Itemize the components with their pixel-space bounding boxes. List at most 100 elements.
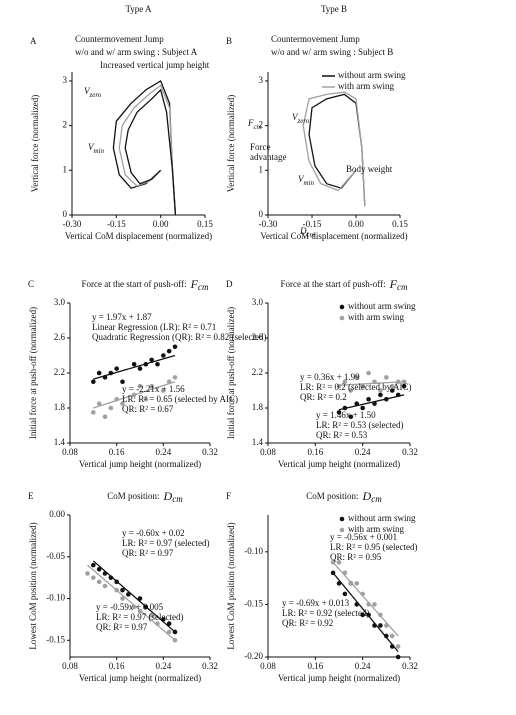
annotation-main: Linear Regression (LR): R² = 0.71 — [92, 322, 216, 332]
x-axis-label: Vertical CoM displacement (normalized) — [260, 231, 407, 241]
title-text: CoM position: — [107, 491, 159, 501]
annotation: LR: R² = 0.53 (selected) — [316, 420, 404, 430]
annotation-main: LR: R² = 0.92 (selected) — [282, 608, 370, 618]
point — [342, 405, 348, 411]
annotation: Dcm — [299, 226, 315, 239]
annotation-main: Force — [250, 142, 271, 152]
x-tick-label: 0.08 — [62, 447, 78, 457]
y-tick-label: 2.2 — [54, 367, 65, 377]
annotation-main: QR: R² = 0.97 — [96, 622, 148, 632]
y-tick-label: 0 — [259, 209, 264, 219]
x-axis-label: Vertical jump height (normalized) — [79, 459, 201, 469]
chart-title: CoM position: Dcm — [306, 489, 382, 504]
point — [384, 623, 389, 628]
fit-line — [338, 381, 405, 386]
point — [102, 414, 108, 420]
legend-label: without arm swing — [348, 301, 416, 311]
annotation-sub: cm — [307, 231, 315, 239]
fit-line — [87, 564, 176, 641]
point — [389, 383, 395, 389]
point — [384, 396, 389, 402]
annotation: Vzero — [292, 112, 310, 125]
y-tick-label: 1.8 — [252, 402, 264, 412]
annotation-sub: zero — [89, 91, 102, 99]
point — [161, 353, 166, 358]
annotation-main: F — [247, 118, 254, 128]
x-tick-label: 0.32 — [402, 661, 418, 671]
legend-swatch — [339, 315, 345, 321]
y-axis-label: Lowest CoM position (normalized) — [28, 522, 38, 649]
x-tick-label: 0.16 — [307, 447, 323, 457]
point — [336, 581, 342, 586]
annotation: Vmin — [88, 142, 105, 155]
point — [161, 617, 166, 622]
column-header: Type A — [125, 4, 152, 14]
x-tick-label: 0.15 — [197, 219, 213, 229]
annotation-main: y = -0.69x + 0.013 — [282, 598, 350, 608]
panel-label: F — [226, 491, 231, 501]
annotation: y = 1.46x + 1.50 — [316, 410, 376, 420]
point — [120, 596, 125, 601]
point — [149, 357, 154, 363]
x-tick-label: 0.08 — [62, 661, 78, 671]
annotation: advantage — [250, 152, 286, 162]
annotation-sub: min — [304, 179, 315, 187]
point — [348, 388, 354, 393]
x-tick-label: -0.15 — [303, 219, 322, 229]
point — [149, 383, 154, 389]
annotation: Quadratic Regression (QR): R² = 0.82 (se… — [92, 332, 266, 342]
point — [378, 388, 383, 393]
point — [372, 379, 377, 385]
annotation-main: LR: R² = 0.53 (selected) — [316, 420, 404, 430]
point — [96, 401, 102, 406]
annotation: QR: R² = 0.95 — [330, 552, 382, 562]
y-tick-label: 1.4 — [252, 437, 264, 447]
annotation-sub: zero — [297, 117, 310, 125]
y-tick-label: 2 — [63, 120, 68, 130]
x-tick-label: 0.24 — [355, 447, 371, 457]
point — [131, 604, 137, 610]
annotation-main: LR: R² = 0.97 (selected) — [122, 538, 210, 548]
x-tick-label: 0.24 — [155, 447, 171, 457]
legend-swatch — [339, 516, 345, 522]
point — [360, 383, 365, 389]
point — [166, 379, 172, 385]
column-header: Type B — [321, 4, 347, 14]
point — [366, 396, 371, 402]
title-symbol-sub: cm — [371, 494, 382, 504]
point — [172, 637, 178, 643]
x-tick-label: 0.08 — [260, 447, 276, 457]
point — [114, 396, 119, 402]
annotation: Increased vertical jump height — [100, 60, 210, 70]
annotation-main: V — [84, 86, 91, 96]
point — [360, 405, 365, 411]
point — [131, 392, 137, 398]
y-tick-label: 3.0 — [54, 297, 66, 307]
annotation-main: V — [292, 112, 299, 122]
annotation: Linear Regression (LR): R² = 0.71 — [92, 322, 216, 332]
y-tick-label: 3.0 — [252, 297, 264, 307]
x-axis-label: Vertical jump height (normalized) — [278, 459, 400, 469]
legend-label: with arm swing — [348, 312, 404, 322]
y-tick-label: 1 — [259, 164, 264, 174]
y-axis-label: Vertical force (normalized) — [30, 95, 40, 192]
panel-label: D — [226, 279, 233, 289]
point — [143, 396, 149, 402]
chart-title: CoM position: Dcm — [107, 489, 183, 504]
title-symbol: D — [362, 489, 372, 503]
point — [114, 366, 119, 371]
point — [395, 644, 401, 649]
annotation-main: y = -0.56x + 0.001 — [330, 532, 397, 542]
annotation-main: QR: R² = 0.95 — [330, 552, 382, 562]
chart-title: Force at the start of push-off: Fcm — [281, 277, 408, 292]
point — [96, 566, 102, 572]
point — [336, 383, 342, 389]
x-tick-label: 0.32 — [202, 447, 218, 457]
x-axis-label: Vertical jump height (normalized) — [79, 673, 201, 683]
point — [395, 392, 401, 398]
point — [366, 602, 371, 607]
title-text: Force at the start of push-off: — [281, 279, 386, 289]
y-tick-label: -0.10 — [244, 546, 263, 556]
annotation-main: V — [88, 142, 95, 152]
annotation-main: Quadratic Regression (QR): R² = 0.82 (se… — [92, 332, 266, 342]
